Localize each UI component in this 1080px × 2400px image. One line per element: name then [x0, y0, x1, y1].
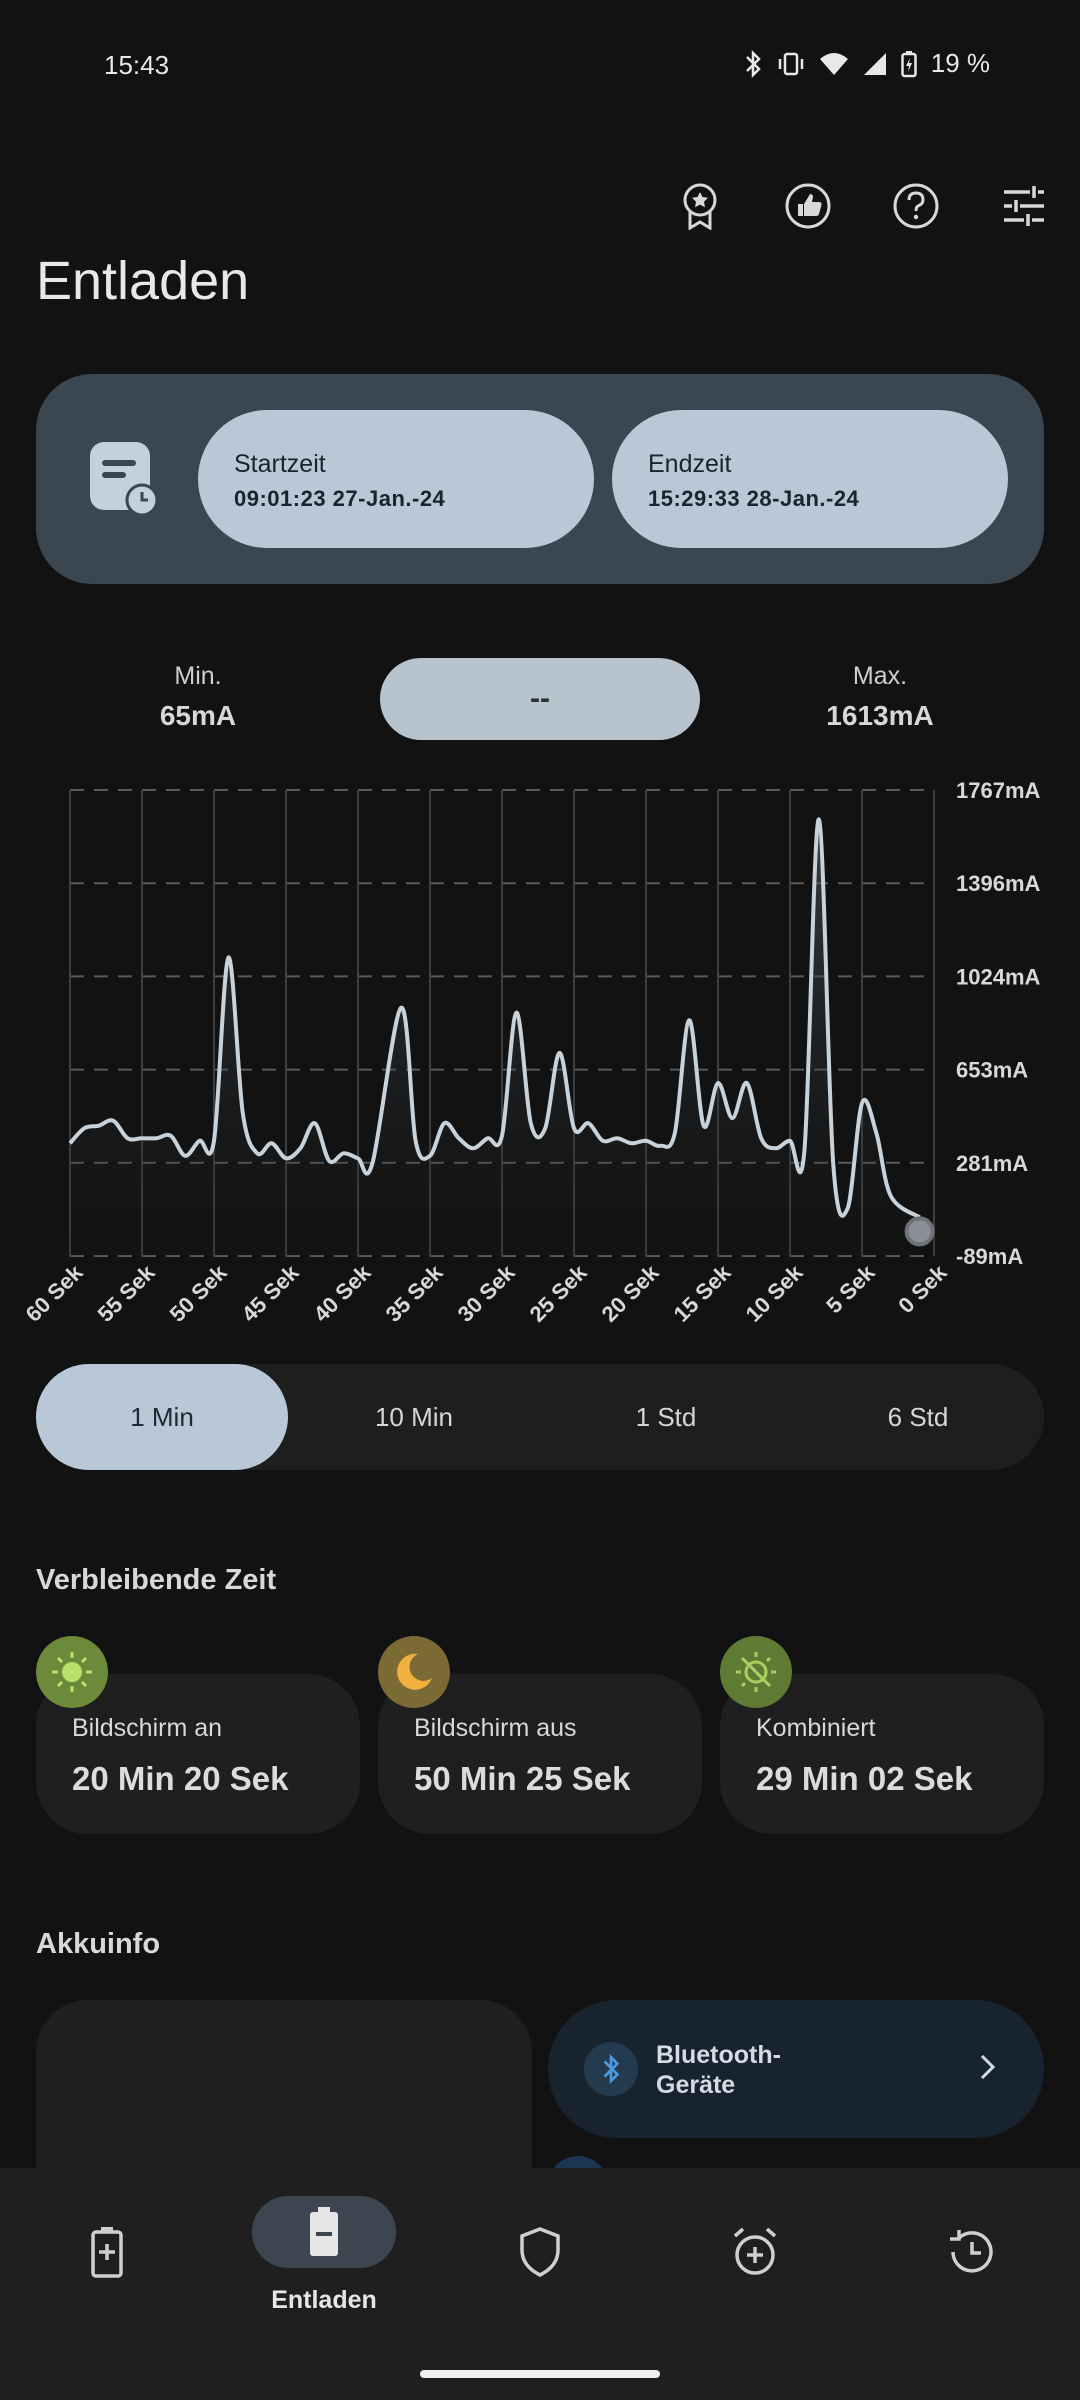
- range-tab-1-min[interactable]: 1 Min: [36, 1364, 288, 1470]
- battery-charging-icon: [900, 50, 917, 77]
- nav-history[interactable]: [896, 2226, 1046, 2346]
- x-tick-label: 60 Sek: [21, 1259, 89, 1327]
- settings-sliders-icon: [1004, 186, 1044, 226]
- session-history-icon[interactable]: [88, 440, 158, 516]
- y-tick-label: -89mA: [956, 1244, 1023, 1269]
- nav-protection[interactable]: [465, 2226, 615, 2346]
- page-title: Entladen: [36, 251, 250, 311]
- end-time-button[interactable]: Endzeit 15:29:33 28-Jan.-24: [612, 410, 1008, 548]
- remaining-time-title: Verbleibende Zeit: [36, 1564, 277, 1596]
- discharge-chart: 1767mA 1396mA 1024mA 653mA 281mA -89mA 60 Sek…: [21, 778, 1041, 1327]
- nav-alarm[interactable]: [680, 2226, 830, 2346]
- y-tick-label: 1396mA: [956, 871, 1041, 896]
- moon-icon: [378, 1636, 450, 1708]
- x-tick-label: 15 Sek: [669, 1259, 737, 1327]
- discharging-icon: [310, 2207, 338, 2256]
- sun-off-icon: [720, 1636, 792, 1708]
- toolbar: [664, 170, 1060, 242]
- max-label: Max.: [852, 662, 908, 690]
- screen-off-label: Bildschirm aus: [414, 1714, 577, 1742]
- screen-on-value: 20 Min 20 Sek: [72, 1760, 289, 1797]
- sun-icon: [36, 1636, 108, 1708]
- bluetooth-status-icon: [745, 49, 761, 78]
- x-tick-label: 40 Sek: [309, 1259, 377, 1327]
- start-time-value: 09:01:23 27-Jan.-24: [234, 486, 446, 511]
- bottom-navigation: [0, 2168, 1080, 2400]
- chart-line: [68, 817, 921, 1220]
- x-tick-label: 0 Sek: [893, 1259, 952, 1318]
- shield-icon: [520, 2227, 560, 2277]
- x-tick-label: 10 Sek: [741, 1259, 809, 1327]
- vibrate-icon: [778, 52, 803, 75]
- akkuinfo-title: Akkuinfo: [36, 1928, 161, 1960]
- x-tick-label: 55 Sek: [93, 1259, 161, 1327]
- range-tab-6-std[interactable]: 6 Std: [887, 1401, 949, 1432]
- charging-icon: [91, 2227, 123, 2278]
- chevron-right-icon: [980, 2054, 996, 2080]
- wifi-icon: [819, 52, 848, 75]
- award-icon: [683, 183, 717, 230]
- range-tab-10-min[interactable]: 10 Min: [374, 1401, 454, 1432]
- x-tick-label: 50 Sek: [165, 1259, 233, 1327]
- min-label: Min.: [174, 662, 222, 690]
- rate-button[interactable]: [772, 170, 844, 242]
- bluetooth-label-line1: Bluetooth-: [656, 2041, 781, 2069]
- status-icons: 19 %: [743, 48, 990, 79]
- bluetooth-devices-label: Bluetooth- Geräte: [656, 2040, 856, 2100]
- start-time-button[interactable]: Startzeit 09:01:23 27-Jan.-24: [198, 410, 594, 548]
- thumbs-up-icon: [785, 183, 831, 229]
- current-value-pill: --: [380, 658, 700, 740]
- current-point-marker: [904, 1216, 935, 1247]
- nav-discharging[interactable]: [249, 2206, 399, 2326]
- battery-percent: 19 %: [930, 48, 990, 78]
- help-button[interactable]: [880, 170, 952, 242]
- x-tick-label: 25 Sek: [525, 1259, 593, 1327]
- max-value: 1613mA: [826, 700, 934, 731]
- x-tick-label: 45 Sek: [237, 1259, 305, 1327]
- history-icon: [950, 2230, 993, 2273]
- y-tick-label: 1024mA: [956, 964, 1041, 989]
- bluetooth-label-line2: Geräte: [656, 2071, 736, 2099]
- end-time-label: Endzeit: [648, 450, 732, 478]
- y-tick-label: 653mA: [956, 1058, 1028, 1083]
- status-time: 15:43: [104, 50, 170, 80]
- combined-label: Kombiniert: [756, 1714, 876, 1742]
- help-icon: [893, 183, 939, 229]
- settings-button[interactable]: [988, 170, 1060, 242]
- x-tick-label: 30 Sek: [453, 1259, 521, 1327]
- y-tick-label: 1767mA: [956, 778, 1041, 803]
- x-tick-label: 20 Sek: [597, 1259, 665, 1327]
- screen-on-label: Bildschirm an: [72, 1714, 223, 1742]
- signal-icon: [863, 52, 886, 75]
- alarm-add-icon: [733, 2227, 777, 2275]
- award-button[interactable]: [664, 170, 736, 242]
- x-tick-label: 35 Sek: [381, 1259, 449, 1327]
- start-time-label: Startzeit: [234, 450, 326, 478]
- min-value: 65mA: [159, 700, 237, 731]
- screen-off-value: 50 Min 25 Sek: [414, 1760, 631, 1797]
- remaining-card-screen-on: Bildschirm an 20 Min 20 Sek: [36, 1674, 360, 1834]
- combined-value: 29 Min 02 Sek: [756, 1760, 973, 1797]
- range-tab-1-std[interactable]: 1 Std: [635, 1401, 697, 1432]
- nav-active-label: Entladen: [271, 2286, 377, 2314]
- y-tick-label: 281mA: [956, 1151, 1028, 1176]
- bluetooth-icon: [584, 2042, 638, 2096]
- home-indicator[interactable]: [420, 2370, 660, 2378]
- nav-charging[interactable]: [32, 2226, 182, 2346]
- x-tick-label: 5 Sek: [821, 1259, 880, 1318]
- chart-area: [70, 819, 920, 1256]
- end-time-value: 15:29:33 28-Jan.-24: [648, 486, 860, 511]
